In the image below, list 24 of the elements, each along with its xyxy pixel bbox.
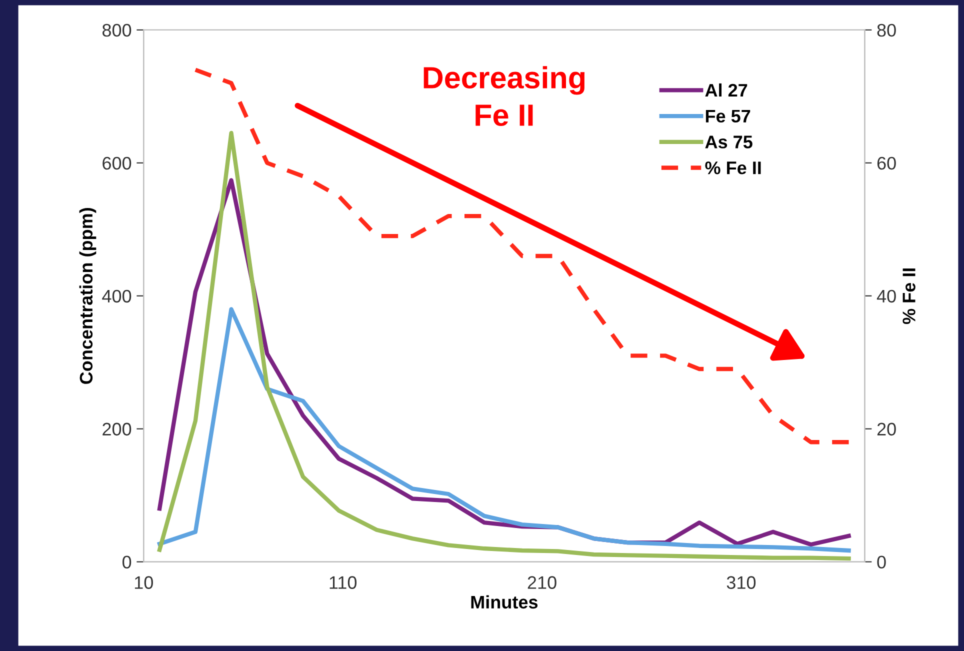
x-tick-label: 310 <box>726 576 756 589</box>
y2-tick-label: 60 <box>877 156 896 170</box>
x-axis-title: Minutes <box>471 595 538 609</box>
x-tick-label: 210 <box>528 576 556 589</box>
y2-tick-label: 40 <box>876 290 896 303</box>
y-tick-label: 0 <box>122 556 132 569</box>
legend-label: % Fe II <box>705 162 761 174</box>
y2-tick-label: 20 <box>877 422 896 436</box>
y-axis-title: Concentration (ppm) <box>79 208 96 384</box>
legend-label: As 75 <box>705 136 752 148</box>
y2-axis-title: % Fe II <box>902 268 916 324</box>
y-tick-label: 600 <box>102 156 132 170</box>
y-tick-label: 200 <box>102 422 132 436</box>
x-tick-label: 110 <box>330 576 357 589</box>
y2-tick-label: 0 <box>877 556 886 569</box>
line-series <box>157 307 851 553</box>
y-tick-label: 400 <box>102 290 132 303</box>
line-series <box>193 68 851 444</box>
legend-label: Al 27 <box>705 83 748 97</box>
y2-tick-label: 80 <box>877 24 896 37</box>
annotation: Decreasing Fe II <box>424 66 585 126</box>
legend-label: Fe 57 <box>706 110 750 123</box>
x-tick-label: 10 <box>134 576 153 589</box>
y-tick-label: 800 <box>102 24 132 37</box>
